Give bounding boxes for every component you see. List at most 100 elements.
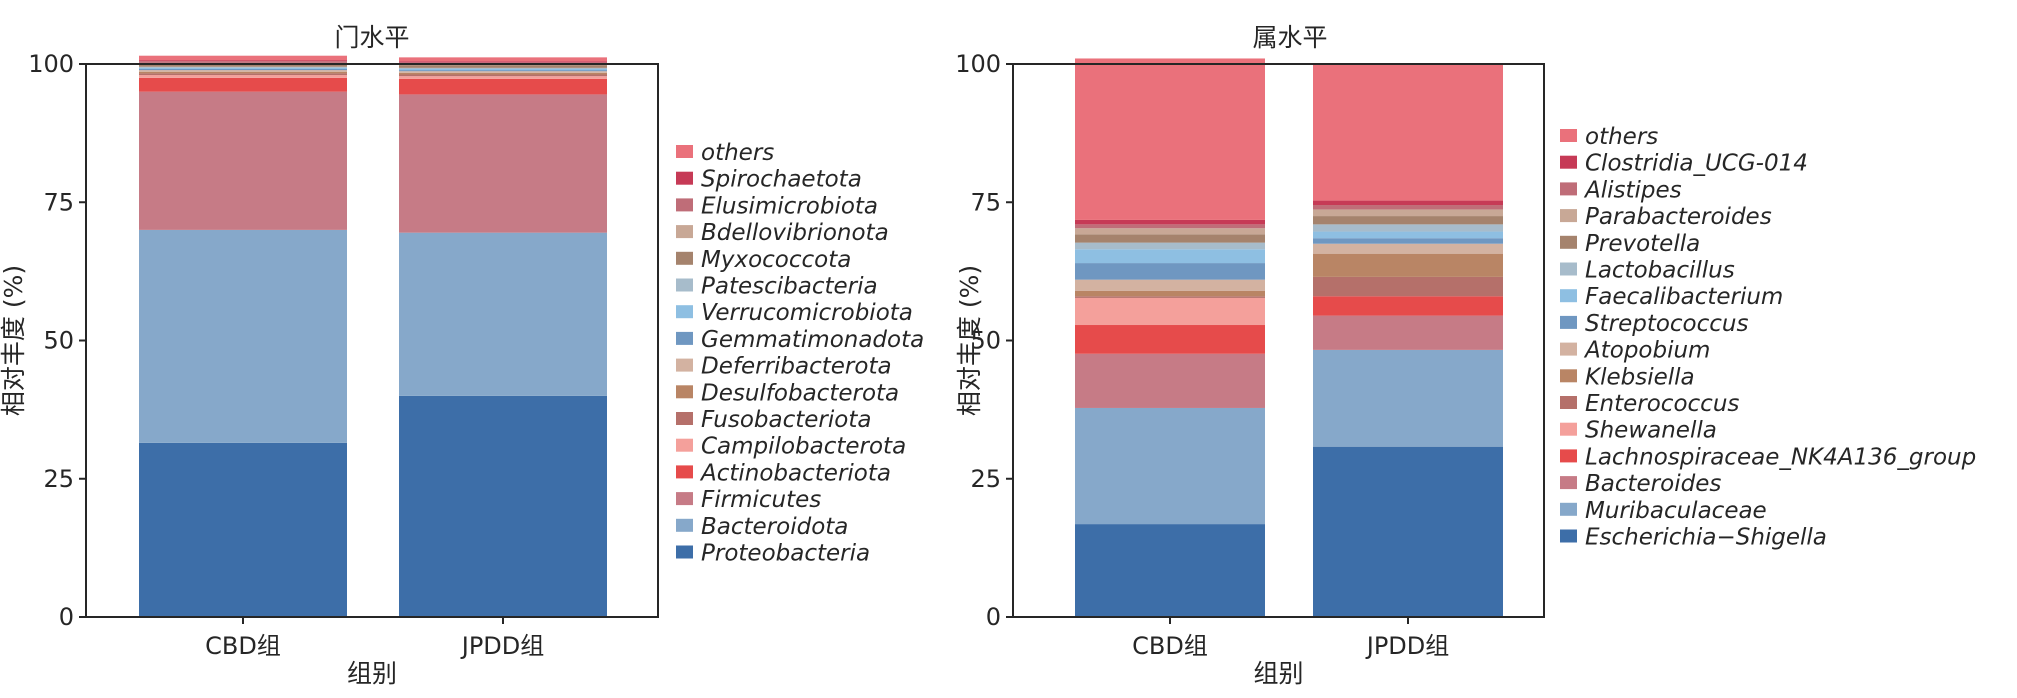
genus-bar-segment-1-13 — [1075, 228, 1265, 235]
genus-bar-segment-1-10 — [1075, 249, 1265, 264]
genus-bar-segment-1-7 — [1075, 290, 1265, 297]
genus-bar-segment-1-16 — [1075, 58, 1265, 220]
phylum-legend-label-4: Myxococcota — [701, 247, 851, 273]
phylum-bar-segment-1-9 — [139, 68, 347, 71]
genus-legend-swatch-7 — [1560, 315, 1577, 329]
phylum-legend-swatch-8 — [676, 358, 693, 372]
genus-ytick-label-1: 25 — [970, 465, 1001, 493]
genus-bar-segment-2-11 — [1313, 224, 1503, 232]
phylum-legend-swatch-3 — [676, 225, 693, 239]
phylum-bar-segment-1-12 — [139, 64, 347, 67]
genus-bar-segment-1-6 — [1075, 296, 1265, 298]
genus-bar-segment-1-9 — [1075, 263, 1265, 280]
phylum-legend-label-11: Campilobacterota — [701, 434, 906, 460]
genus-chart-title: 属水平 — [1252, 23, 1327, 52]
phylum-ytick-label-1: 25 — [43, 465, 74, 493]
phylum-legend-swatch-14 — [676, 518, 693, 532]
phylum-ytick-label-4: 100 — [28, 50, 74, 78]
phylum-legend: othersSpirochaetotaElusimicrobiotaBdello… — [676, 140, 924, 567]
genus-legend-swatch-4 — [1560, 235, 1577, 249]
phylum-legend-swatch-13 — [676, 492, 693, 506]
genus-legend-label-8: Atopobium — [1583, 338, 1710, 364]
genus-xtick-label-0: CBD组 — [1132, 632, 1208, 660]
genus-legend-swatch-6 — [1560, 289, 1577, 303]
genus-bar-segment-1-1 — [1075, 524, 1265, 617]
genus-legend-swatch-2 — [1560, 182, 1577, 196]
phylum-bar-segment-2-15 — [399, 61, 607, 63]
phylum-legend-label-12: Actinobacteriota — [699, 460, 891, 486]
genus-legend-swatch-13 — [1560, 476, 1577, 490]
phylum-legend-swatch-4 — [676, 251, 693, 265]
phylum-xtick-label-1: JPDD组 — [460, 632, 545, 660]
genus-bar-segment-2-6 — [1313, 276, 1503, 297]
genus-legend-label-9: Klebsiella — [1585, 364, 1695, 390]
genus-legend-label-1: Clostridia_UCG-014 — [1585, 151, 1808, 177]
genus-legend-swatch-5 — [1560, 262, 1577, 276]
genus-bar-segment-1-3 — [1075, 353, 1265, 408]
phylum-legend-swatch-2 — [676, 198, 693, 212]
genus-y-axis-label: 相对丰度 (%) — [955, 265, 984, 416]
genus-legend-swatch-11 — [1560, 422, 1577, 436]
genus-legend-label-15: Escherichia−Shigella — [1585, 525, 1827, 551]
phylum-bar-segment-2-9 — [399, 70, 607, 72]
genus-bar-segment-1-14 — [1075, 224, 1265, 229]
genus-bar-segment-2-16 — [1313, 64, 1503, 201]
phylum-bar-segment-1-16 — [139, 55, 347, 61]
phylum-legend-swatch-12 — [676, 465, 693, 479]
genus-ytick-label-3: 75 — [970, 188, 1001, 216]
genus-legend-swatch-10 — [1560, 396, 1577, 409]
genus-legend-label-10: Enterococcus — [1585, 391, 1739, 417]
phylum-legend-label-10: Fusobacteriota — [701, 407, 871, 433]
genus-bar-segment-2-2 — [1313, 349, 1503, 447]
phylum-x-axis-label: 组别 — [347, 659, 397, 688]
genus-legend-swatch-0 — [1560, 129, 1577, 142]
genus-bar-segment-1-4 — [1075, 325, 1265, 354]
phylum-bar-segment-1-2 — [139, 229, 347, 443]
phylum-legend-label-13: Firmicutes — [701, 487, 821, 513]
genus-ytick-label-0: 0 — [986, 603, 1001, 631]
phylum-legend-label-15: Proteobacteria — [701, 541, 870, 567]
phylum-legend-label-0: others — [701, 140, 774, 166]
genus-legend-label-4: Prevotella — [1585, 231, 1700, 257]
phylum-bar-segment-2-16 — [399, 57, 607, 62]
phylum-ytick-label-0: 0 — [59, 603, 74, 631]
phylum-bar-segment-2-10 — [399, 68, 607, 71]
phylum-bar-segment-2-12 — [399, 65, 607, 68]
phylum-legend-label-1: Spirochaetota — [701, 167, 862, 193]
genus-legend-swatch-12 — [1560, 449, 1577, 463]
phylum-ytick-label-2: 50 — [43, 327, 74, 355]
genus-bar-segment-2-13 — [1313, 209, 1503, 217]
genus-bar-segment-1-2 — [1075, 407, 1265, 525]
phylum-bar-segment-1-11 — [139, 66, 347, 68]
phylum-bar-segment-2-3 — [399, 94, 607, 233]
phylum-legend-swatch-0 — [676, 145, 693, 158]
phylum-bar-segment-1-4 — [139, 77, 347, 92]
genus-bar-segment-1-8 — [1075, 279, 1265, 291]
phylum-bar-segment-1-15 — [139, 60, 347, 62]
genus-legend-label-13: Bacteroides — [1585, 471, 1721, 497]
genus-legend: othersClostridia_UCG-014AlistipesParabac… — [1560, 124, 1976, 551]
genus-legend-label-12: Lachnospiraceae_NK4A136_group — [1585, 444, 1976, 470]
genus-bar-segment-2-1 — [1313, 446, 1503, 617]
genus-x-axis-label: 组别 — [1253, 659, 1303, 688]
genus-legend-label-14: Muribaculaceae — [1585, 498, 1767, 524]
genus-legend-swatch-1 — [1560, 155, 1577, 169]
phylum-legend-label-6: Verrucomicrobiota — [701, 300, 913, 326]
phylum-bar-segment-2-1 — [399, 395, 607, 617]
phylum-bar-segment-1-10 — [139, 67, 347, 69]
phylum-bar-segment-1-1 — [139, 442, 347, 617]
phylum-ytick-label-3: 75 — [43, 188, 74, 216]
genus-bar-segment-2-15 — [1313, 200, 1503, 206]
phylum-legend-label-5: Patescibacteria — [701, 274, 878, 300]
phylum-legend-label-9: Desulfobacterota — [701, 380, 899, 406]
genus-legend-swatch-9 — [1560, 369, 1577, 383]
genus-legend-label-6: Faecalibacterium — [1585, 284, 1783, 310]
phylum-xtick-label-0: CBD组 — [205, 632, 281, 660]
genus-bar-segment-2-7 — [1313, 253, 1503, 277]
phylum-legend-swatch-11 — [676, 438, 693, 452]
phylum-bar-segment-2-8 — [399, 71, 607, 73]
phylum-legend-swatch-7 — [676, 331, 693, 345]
